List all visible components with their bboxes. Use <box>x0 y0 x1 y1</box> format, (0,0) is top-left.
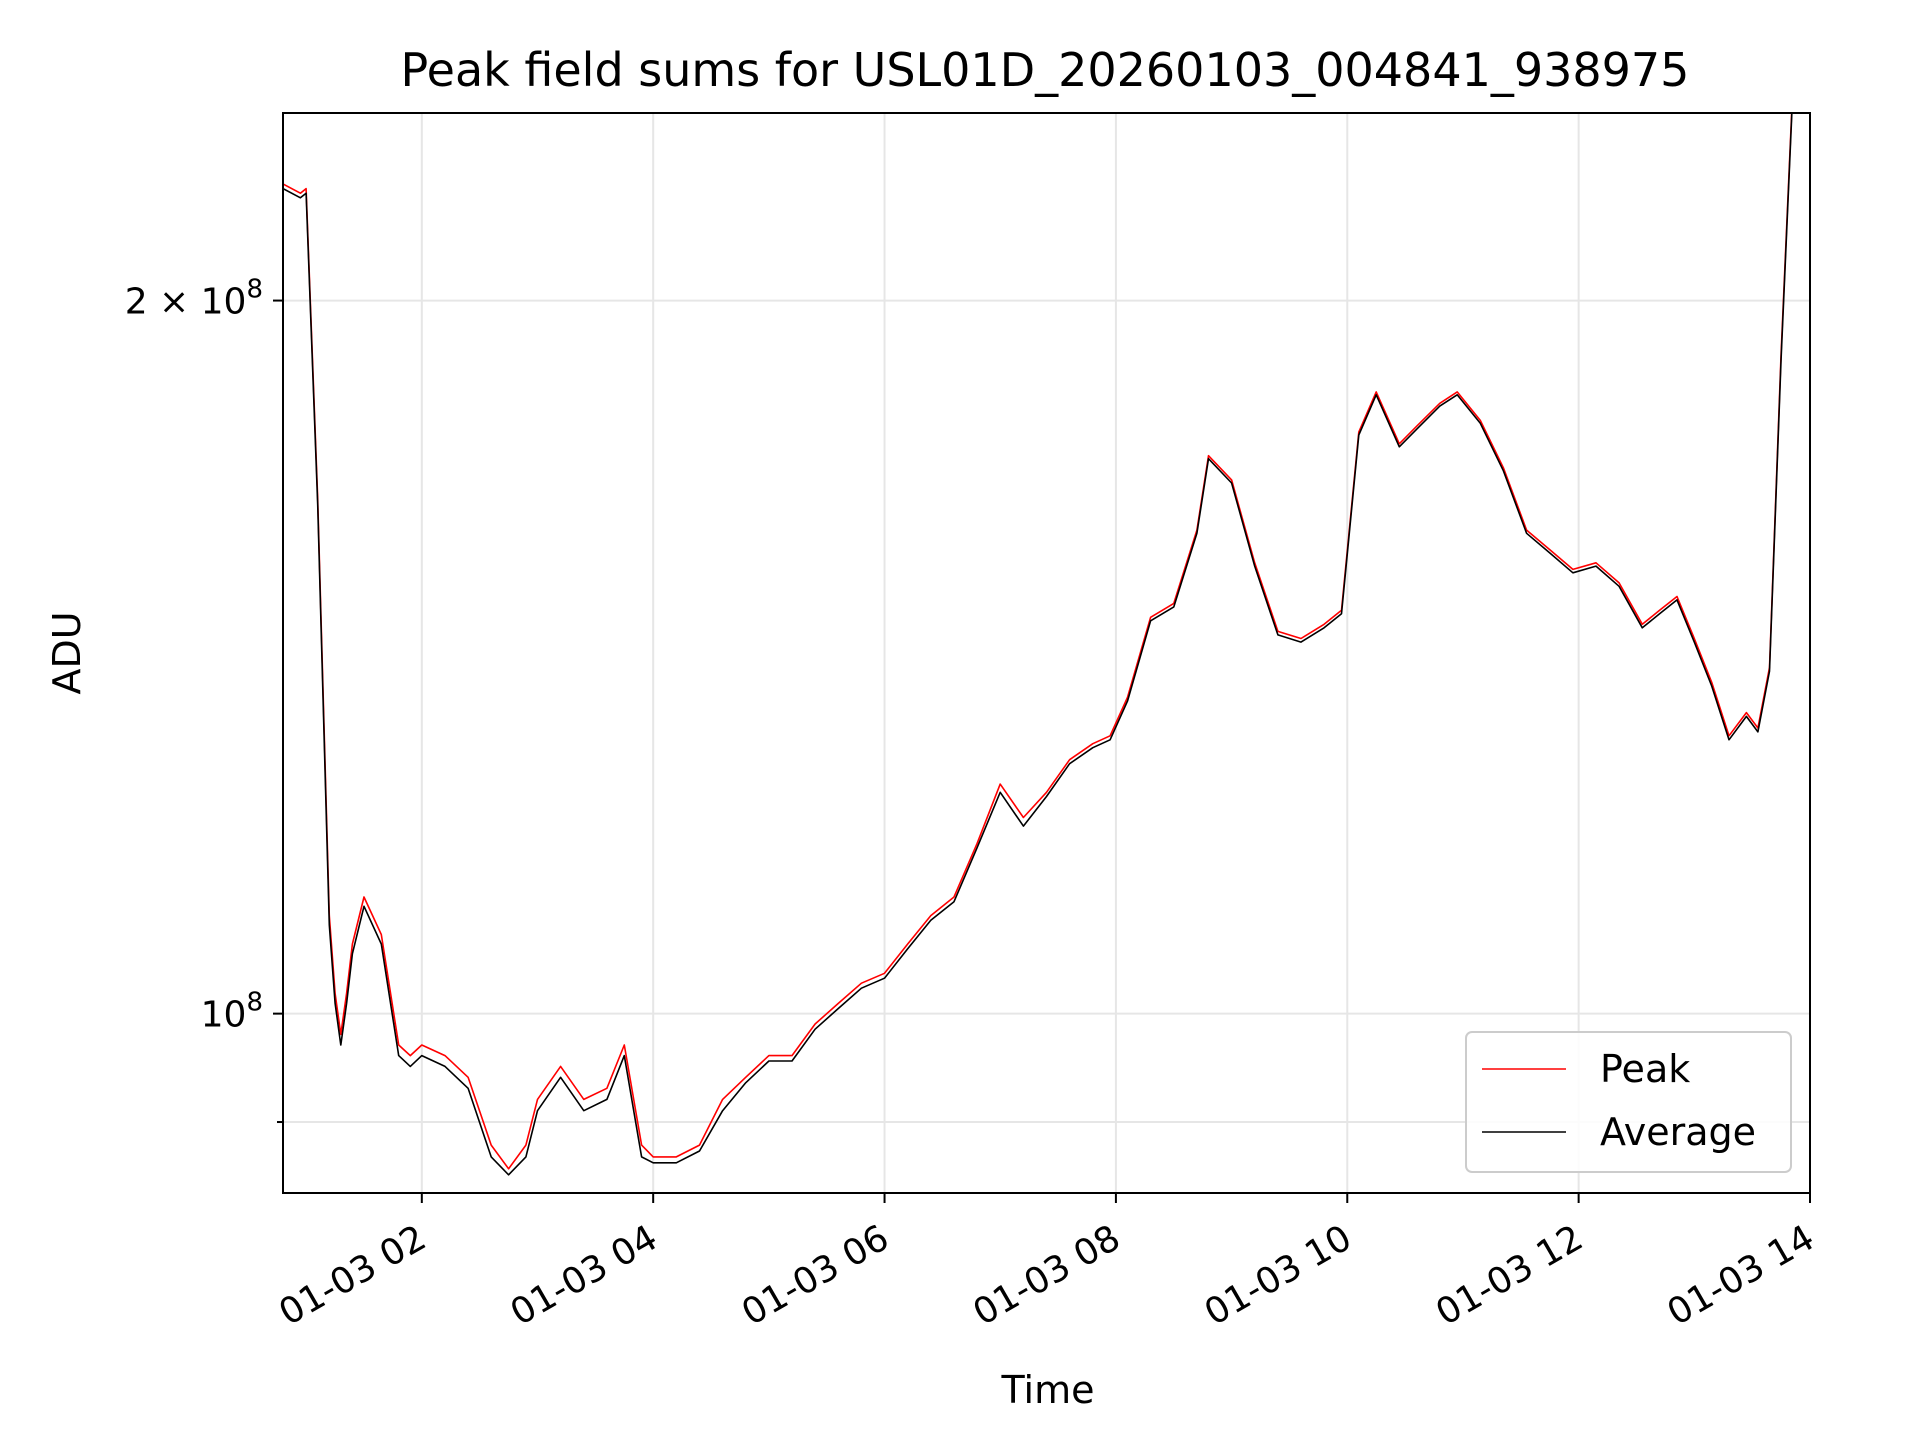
chart-title: Peak field sums for USL01D_20260103_0048… <box>401 43 1690 97</box>
legend-label-average: Average <box>1600 1110 1756 1154</box>
legend: Peak Average <box>1465 1031 1792 1173</box>
y-tick-label: 108 <box>201 988 263 1036</box>
x-tick-label: 01-03 04 <box>504 1217 665 1333</box>
x-tick-label: 01-03 12 <box>1429 1217 1590 1333</box>
plot-lines <box>283 113 1793 1176</box>
y-axis: 108 2 × 108 <box>125 275 283 1124</box>
x-axis-label: Time <box>1001 1368 1095 1412</box>
x-tick-label: 01-03 10 <box>1198 1217 1359 1333</box>
x-axis: 01-03 02 01-03 04 01-03 06 01-03 08 01-03 10… <box>272 1193 1821 1334</box>
y-axis-label: ADU <box>45 611 89 694</box>
series-line-average <box>283 113 1793 1176</box>
x-tick-label: 01-03 02 <box>272 1217 433 1333</box>
x-tick-label: 01-03 14 <box>1661 1217 1822 1333</box>
x-tick-label: 01-03 06 <box>735 1217 896 1333</box>
legend-box <box>1465 1031 1792 1173</box>
series-line-peak <box>283 113 1793 1170</box>
plot-frame <box>282 112 1811 1194</box>
y-tick-label: 2 × 108 <box>125 275 263 323</box>
x-tick-label: 01-03 08 <box>967 1217 1128 1333</box>
legend-label-peak: Peak <box>1600 1047 1690 1091</box>
